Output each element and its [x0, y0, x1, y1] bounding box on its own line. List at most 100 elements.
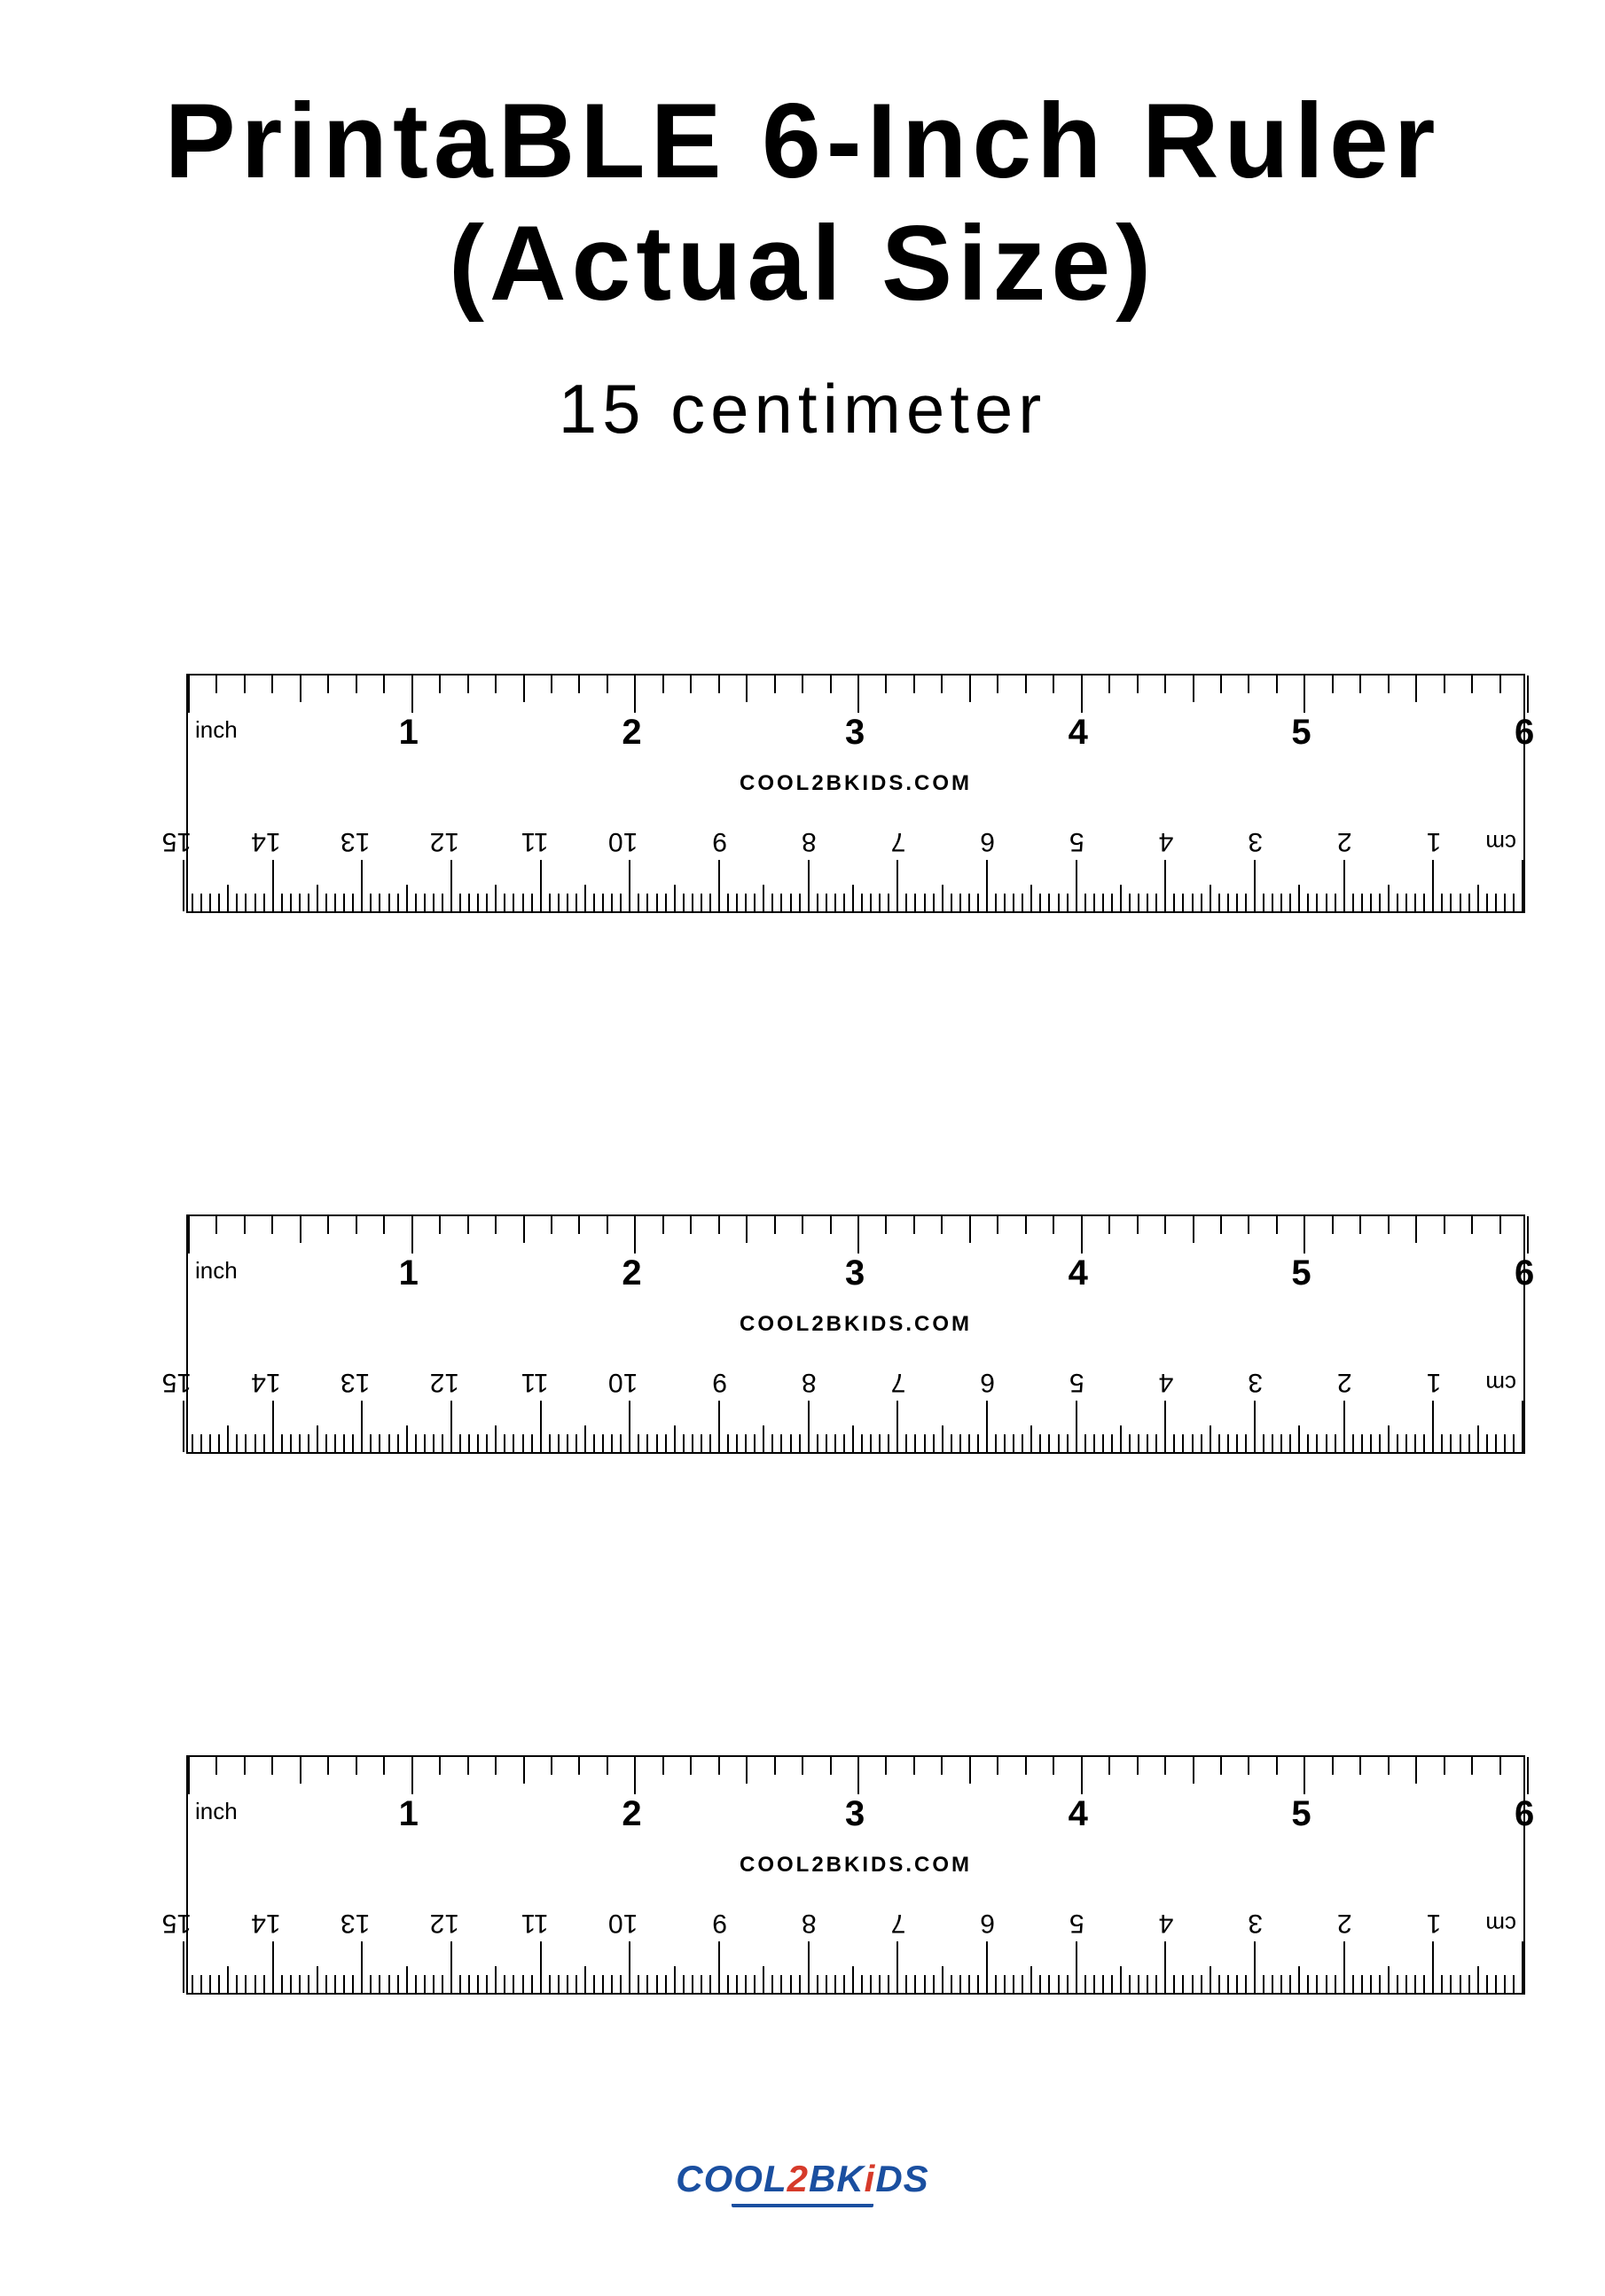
inch-tick — [551, 676, 552, 693]
cm-tick — [415, 894, 417, 911]
inch-tick — [383, 1216, 385, 1234]
cm-tick — [245, 894, 247, 911]
inch-tick — [997, 1216, 998, 1234]
cm-tick — [1370, 894, 1372, 911]
cm-tick — [593, 894, 595, 911]
cm-tick — [218, 1434, 220, 1452]
cm-tick — [281, 1975, 283, 1993]
cm-tick — [1397, 1434, 1398, 1452]
cm-number: 2 — [1337, 1367, 1352, 1397]
cm-tick — [1102, 894, 1104, 911]
inch-tick — [215, 1757, 217, 1775]
cm-tick — [763, 885, 764, 911]
inch-scale: inch123456 — [188, 1216, 1523, 1287]
cm-tick — [406, 1966, 408, 1993]
cm-tick — [692, 1434, 693, 1452]
inch-tick — [300, 1757, 301, 1784]
cm-number: 10 — [608, 1367, 638, 1397]
cm-tick — [968, 1975, 970, 1993]
cm-tick — [870, 1434, 872, 1452]
rulers-container: inch123456COOL2BKIDS.COMcm12345678910111… — [186, 674, 1525, 2296]
cm-tick — [674, 1425, 676, 1452]
inch-tick — [607, 676, 608, 693]
cm-tick — [834, 1434, 836, 1452]
cm-tick — [522, 894, 524, 911]
cm-tick — [826, 894, 827, 911]
inch-tick — [383, 676, 385, 693]
cm-tick — [468, 1434, 470, 1452]
cm-tick — [504, 894, 505, 911]
cm-tick — [808, 1401, 810, 1452]
ruler: inch123456COOL2BKIDS.COMcm12345678910111… — [186, 674, 1525, 913]
cm-tick — [1164, 1401, 1166, 1452]
cm-tick — [1504, 1975, 1506, 1993]
inch-tick — [411, 676, 413, 713]
cm-tick — [1441, 1434, 1443, 1452]
cm-tick — [1138, 894, 1139, 911]
cm-tick — [674, 1966, 676, 1993]
cm-number: 14 — [251, 826, 280, 856]
cm-tick — [1084, 1434, 1086, 1452]
cm-tick — [1210, 1425, 1211, 1452]
cm-number: 9 — [712, 1367, 727, 1397]
cm-tick — [450, 860, 452, 911]
cm-tick — [1102, 1434, 1104, 1452]
cm-tick — [334, 894, 336, 911]
ruler-brand-text: COOL2BKIDS.COM — [188, 1312, 1523, 1337]
cm-tick — [1397, 1975, 1398, 1993]
cm-tick — [575, 1975, 577, 1993]
cm-tick — [843, 1975, 845, 1993]
inch-tick — [857, 676, 859, 713]
cm-tick — [629, 860, 630, 911]
inch-tick — [188, 676, 190, 713]
inch-number: 4 — [1069, 713, 1088, 753]
cm-tick — [656, 1434, 658, 1452]
cm-tick — [1307, 894, 1309, 911]
cm-tick — [1254, 1401, 1256, 1452]
cm-tick — [299, 1434, 301, 1452]
cm-tick — [701, 1975, 702, 1993]
cm-tick — [638, 1434, 639, 1452]
cm-tick — [879, 1434, 881, 1452]
cm-tick — [620, 1434, 622, 1452]
cm-tick — [1076, 1401, 1077, 1452]
cm-tick — [861, 1975, 863, 1993]
inch-tick — [885, 676, 887, 693]
inch-tick — [300, 676, 301, 702]
cm-tick — [1058, 1975, 1060, 1993]
cm-tick — [370, 1975, 372, 1993]
inch-tick — [1164, 676, 1166, 693]
inch-tick — [1415, 1216, 1417, 1243]
inch-tick — [1359, 1757, 1361, 1775]
cm-tick — [227, 1966, 229, 1993]
cm-tick — [486, 1975, 488, 1993]
cm-tick — [584, 1425, 586, 1452]
cm-tick — [1192, 894, 1194, 911]
inch-tick — [1193, 1757, 1194, 1784]
inch-number: 4 — [1069, 1794, 1088, 1834]
cm-tick — [771, 894, 773, 911]
cm-number: 6 — [980, 826, 995, 856]
logo-part-1: COOL — [676, 2158, 787, 2199]
cm-tick — [308, 1434, 309, 1452]
inch-tick — [607, 1216, 608, 1234]
cm-tick — [388, 894, 390, 911]
inch-tick — [1081, 1216, 1083, 1253]
cm-tick — [1298, 1425, 1300, 1452]
cm-tick — [540, 860, 542, 911]
cm-number: 12 — [430, 826, 459, 856]
cm-tick — [727, 1975, 729, 1993]
cm-number: 1 — [1427, 826, 1442, 856]
cm-tick — [1039, 894, 1041, 911]
cm-tick — [352, 894, 354, 911]
cm-number: 1 — [1427, 1367, 1442, 1397]
ruler-brand-text: COOL2BKIDS.COM — [188, 1853, 1523, 1878]
inch-tick — [1444, 676, 1445, 693]
cm-tick — [549, 1975, 551, 1993]
inch-tick — [1220, 1757, 1222, 1775]
inch-tick — [1499, 1757, 1501, 1775]
cm-tick — [656, 1975, 658, 1993]
cm-tick — [477, 894, 479, 911]
cm-tick — [1486, 894, 1488, 911]
cm-tick — [504, 1975, 505, 1993]
